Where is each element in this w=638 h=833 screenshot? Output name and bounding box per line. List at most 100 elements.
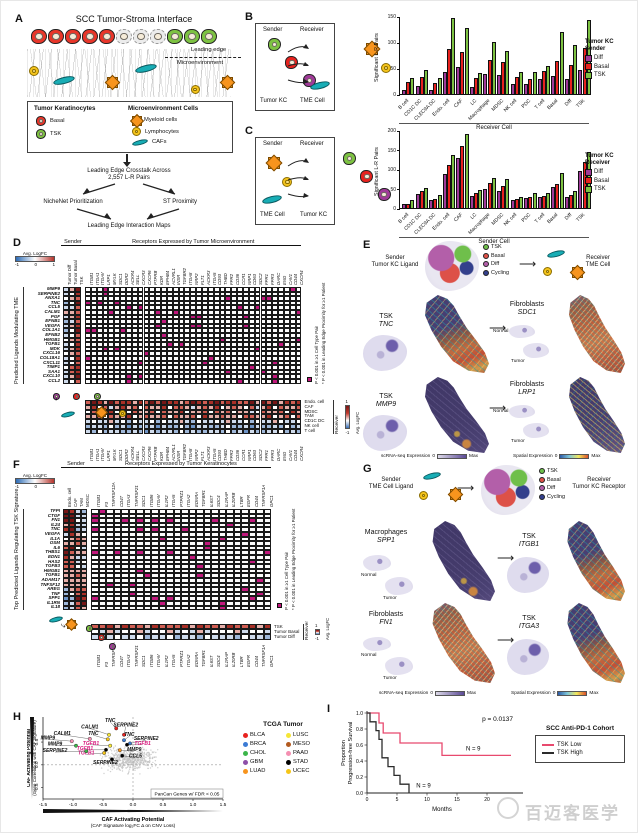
bar-chart-receiver: 0 50 100 150 Significant L-R Pairs B cell CD1C… <box>373 14 609 131</box>
sig-cell <box>231 291 238 297</box>
background-point <box>118 758 120 760</box>
sig-cell <box>272 300 279 306</box>
sig-cell <box>196 291 202 297</box>
background-point <box>113 746 115 748</box>
sig-cell <box>85 291 91 297</box>
sig-cell <box>289 287 296 292</box>
sig-cell <box>136 605 144 611</box>
background-point <box>136 766 138 769</box>
sig-cell <box>161 291 167 297</box>
ligand-label: VEGFA <box>44 322 60 328</box>
legend-swatch <box>585 177 592 185</box>
bar <box>510 200 515 209</box>
sig-cell <box>102 287 109 292</box>
sig-cell <box>295 300 302 306</box>
flow-arrow-down <box>126 154 128 163</box>
sig-cell <box>137 291 144 297</box>
heatmap-cell <box>63 379 69 384</box>
receptor-col-label: GPC1 <box>268 495 274 507</box>
sig-cell <box>256 605 264 611</box>
sig-cell <box>283 300 290 306</box>
receptor-col-label: CD47 <box>118 496 124 507</box>
sig-cell <box>143 291 150 297</box>
sig-cell <box>263 605 271 611</box>
sig-cell <box>219 305 226 310</box>
receptor-col-label: SDC4 <box>216 655 221 667</box>
umap-legend-item: TSK <box>539 468 565 474</box>
x-axis-wedge <box>43 809 223 813</box>
sig-cell <box>137 296 144 301</box>
sig-cell <box>151 605 159 611</box>
background-point <box>126 766 129 768</box>
scrna-expression-umap <box>363 415 407 451</box>
receptor-col-label: IL6ST <box>208 495 214 507</box>
tcga-legend-item: MESO <box>286 741 323 747</box>
heatmap-cell <box>218 634 226 640</box>
sig-cell <box>254 296 261 301</box>
vcolorbar-tick: 1 <box>345 399 348 404</box>
sig-cell <box>166 287 173 292</box>
x-axis-subtitle: (CAF Signature log₂FC Δ on CNV Loss) <box>91 823 176 829</box>
tumor-kc-label: Tumor KC <box>300 212 328 218</box>
heatmap-cell <box>75 379 81 384</box>
background-point <box>129 763 132 766</box>
umap-legend-dot <box>539 485 545 491</box>
tumor-label: Tumor <box>383 596 397 601</box>
background-point <box>131 767 134 769</box>
ligand-label: EFNB1 <box>45 318 60 324</box>
ligand-label: TNC <box>50 299 60 305</box>
heatmap-cell <box>75 346 81 352</box>
spatial-gradient <box>559 454 590 459</box>
heatmap-cell <box>69 369 75 375</box>
sender-col-label: Tumor Basal <box>72 260 78 285</box>
background-point <box>116 767 118 769</box>
ligand-label: CXCL10 <box>42 373 60 379</box>
spatial-map-sender <box>425 377 489 453</box>
bar <box>578 171 583 209</box>
sig-cell <box>178 296 185 301</box>
receptor-col-label: ITGB1 <box>88 272 94 285</box>
tumor-kc-label: Tumor KC <box>260 98 288 104</box>
lymphocyte-icon <box>190 85 200 94</box>
myeloid-icon <box>67 620 76 629</box>
tsk-cell-icon <box>93 393 101 400</box>
scatter-point <box>105 737 110 742</box>
heatmap-cell <box>196 634 204 640</box>
panel-c-schematic: Sender Receiver TME Cell Tumor KC <box>255 137 391 225</box>
sig-cell <box>96 300 103 306</box>
sig-cell <box>149 287 156 292</box>
tumor-label: Tumor <box>511 359 525 364</box>
sig-cell <box>207 296 214 301</box>
gene-label: CALM1 <box>81 724 98 730</box>
background-point <box>119 759 122 762</box>
panel-f: F Avg. LogFC -1 0 1 Sender Receptors Expresse… <box>13 459 363 711</box>
receptor-col-label: SDC1 <box>117 273 123 285</box>
heatmap-cell <box>63 319 69 324</box>
bar <box>573 190 578 209</box>
receptor-col-label: MYLK <box>112 273 118 285</box>
umap-legend: TSK Basal Diff Cycling <box>483 244 509 278</box>
km-curve <box>367 712 410 793</box>
umap-legend-label: TSK <box>491 244 502 250</box>
sig-cell <box>295 310 302 315</box>
heatmap-cell <box>143 634 151 640</box>
tumor-label: Tumor <box>511 439 525 444</box>
y-tick <box>397 150 400 151</box>
background-point <box>143 753 146 755</box>
sig-cell <box>237 291 243 297</box>
bar <box>487 182 492 209</box>
sender-col-label: MDSC <box>84 494 90 507</box>
bar <box>415 85 420 95</box>
caf-icon <box>422 470 442 482</box>
ligand-label: MMP9 <box>46 286 60 291</box>
panel-b-schematic: Sender Receiver Tumor KC TME Cell <box>255 23 391 111</box>
sig-cell <box>213 305 220 310</box>
bar <box>483 74 488 95</box>
tcga-legend-label: LUAD <box>250 768 266 774</box>
sig-cell <box>155 314 162 320</box>
y-tick-label: 200 <box>387 128 396 134</box>
basal-cell-icon <box>97 634 105 641</box>
sig-cell <box>108 287 115 292</box>
sig-cell <box>272 296 279 301</box>
lymphocyte-icon <box>29 66 39 76</box>
